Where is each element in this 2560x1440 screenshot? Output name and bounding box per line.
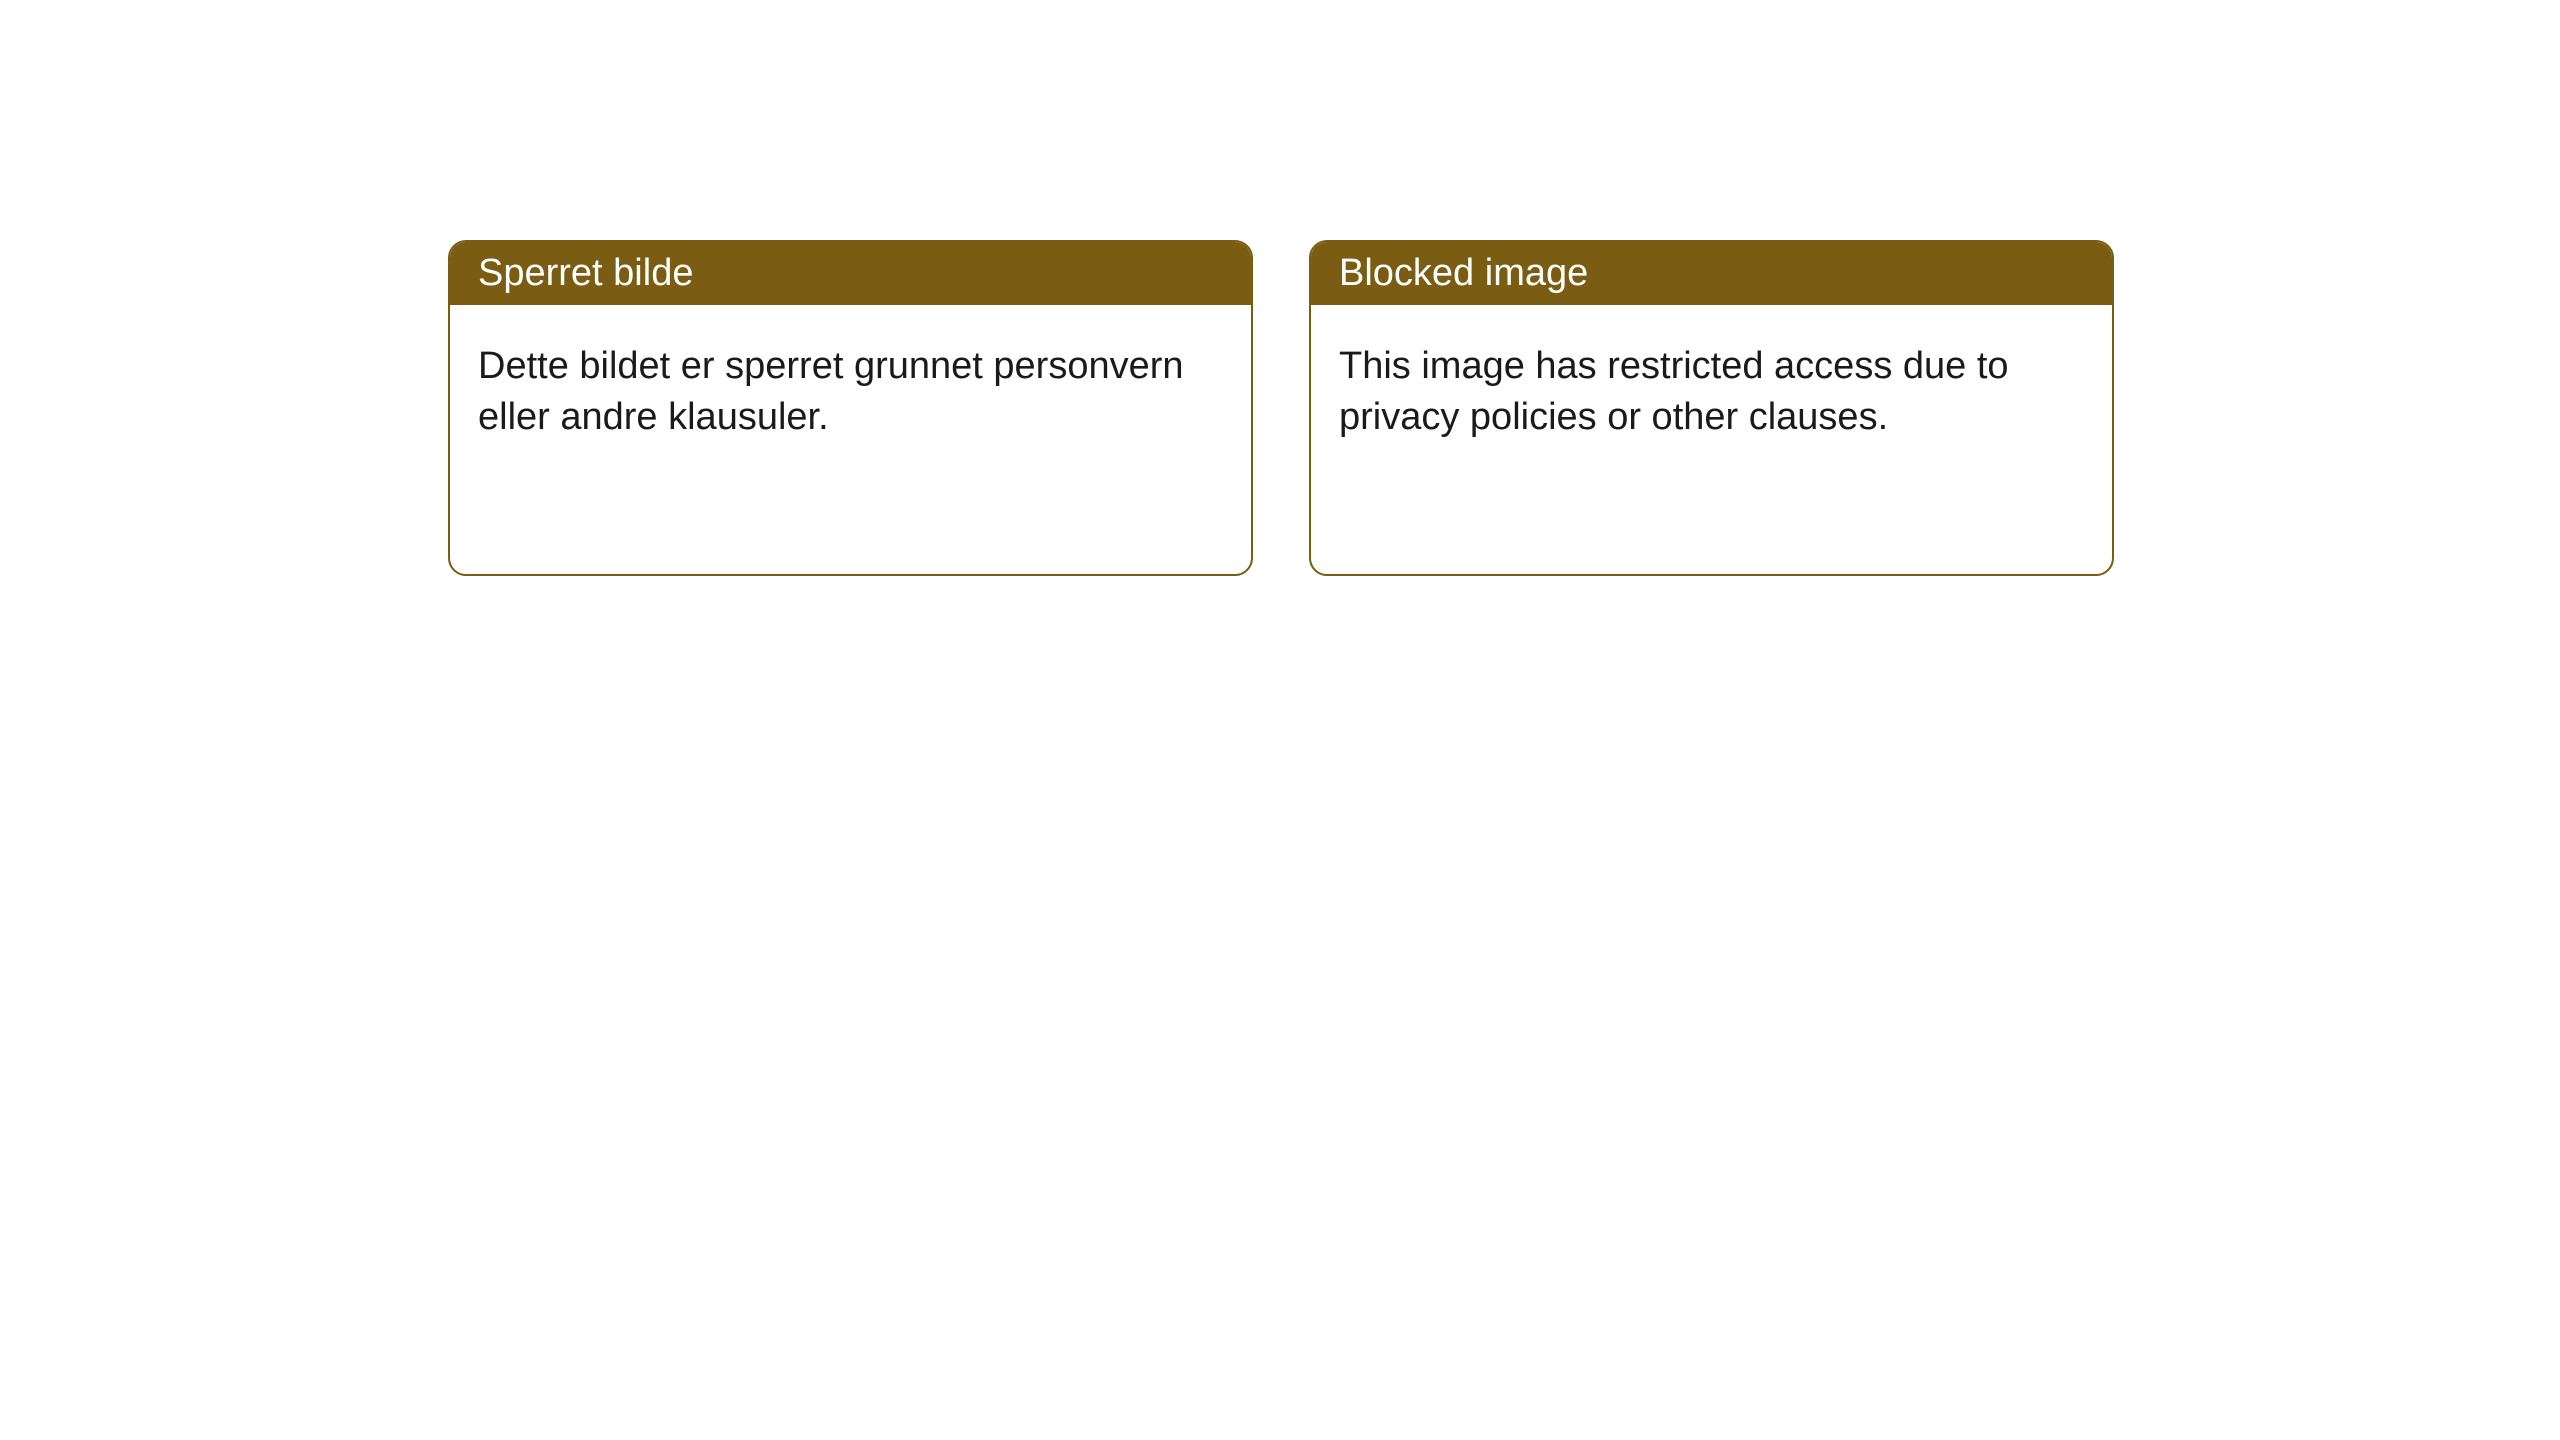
notice-container: Sperret bilde Dette bildet er sperret gr… xyxy=(0,0,2560,576)
card-header-no: Sperret bilde xyxy=(450,242,1251,305)
blocked-image-card-no: Sperret bilde Dette bildet er sperret gr… xyxy=(448,240,1253,576)
blocked-image-card-en: Blocked image This image has restricted … xyxy=(1309,240,2114,576)
card-body-no: Dette bildet er sperret grunnet personve… xyxy=(450,305,1251,480)
card-body-en: This image has restricted access due to … xyxy=(1311,305,2112,480)
card-header-en: Blocked image xyxy=(1311,242,2112,305)
